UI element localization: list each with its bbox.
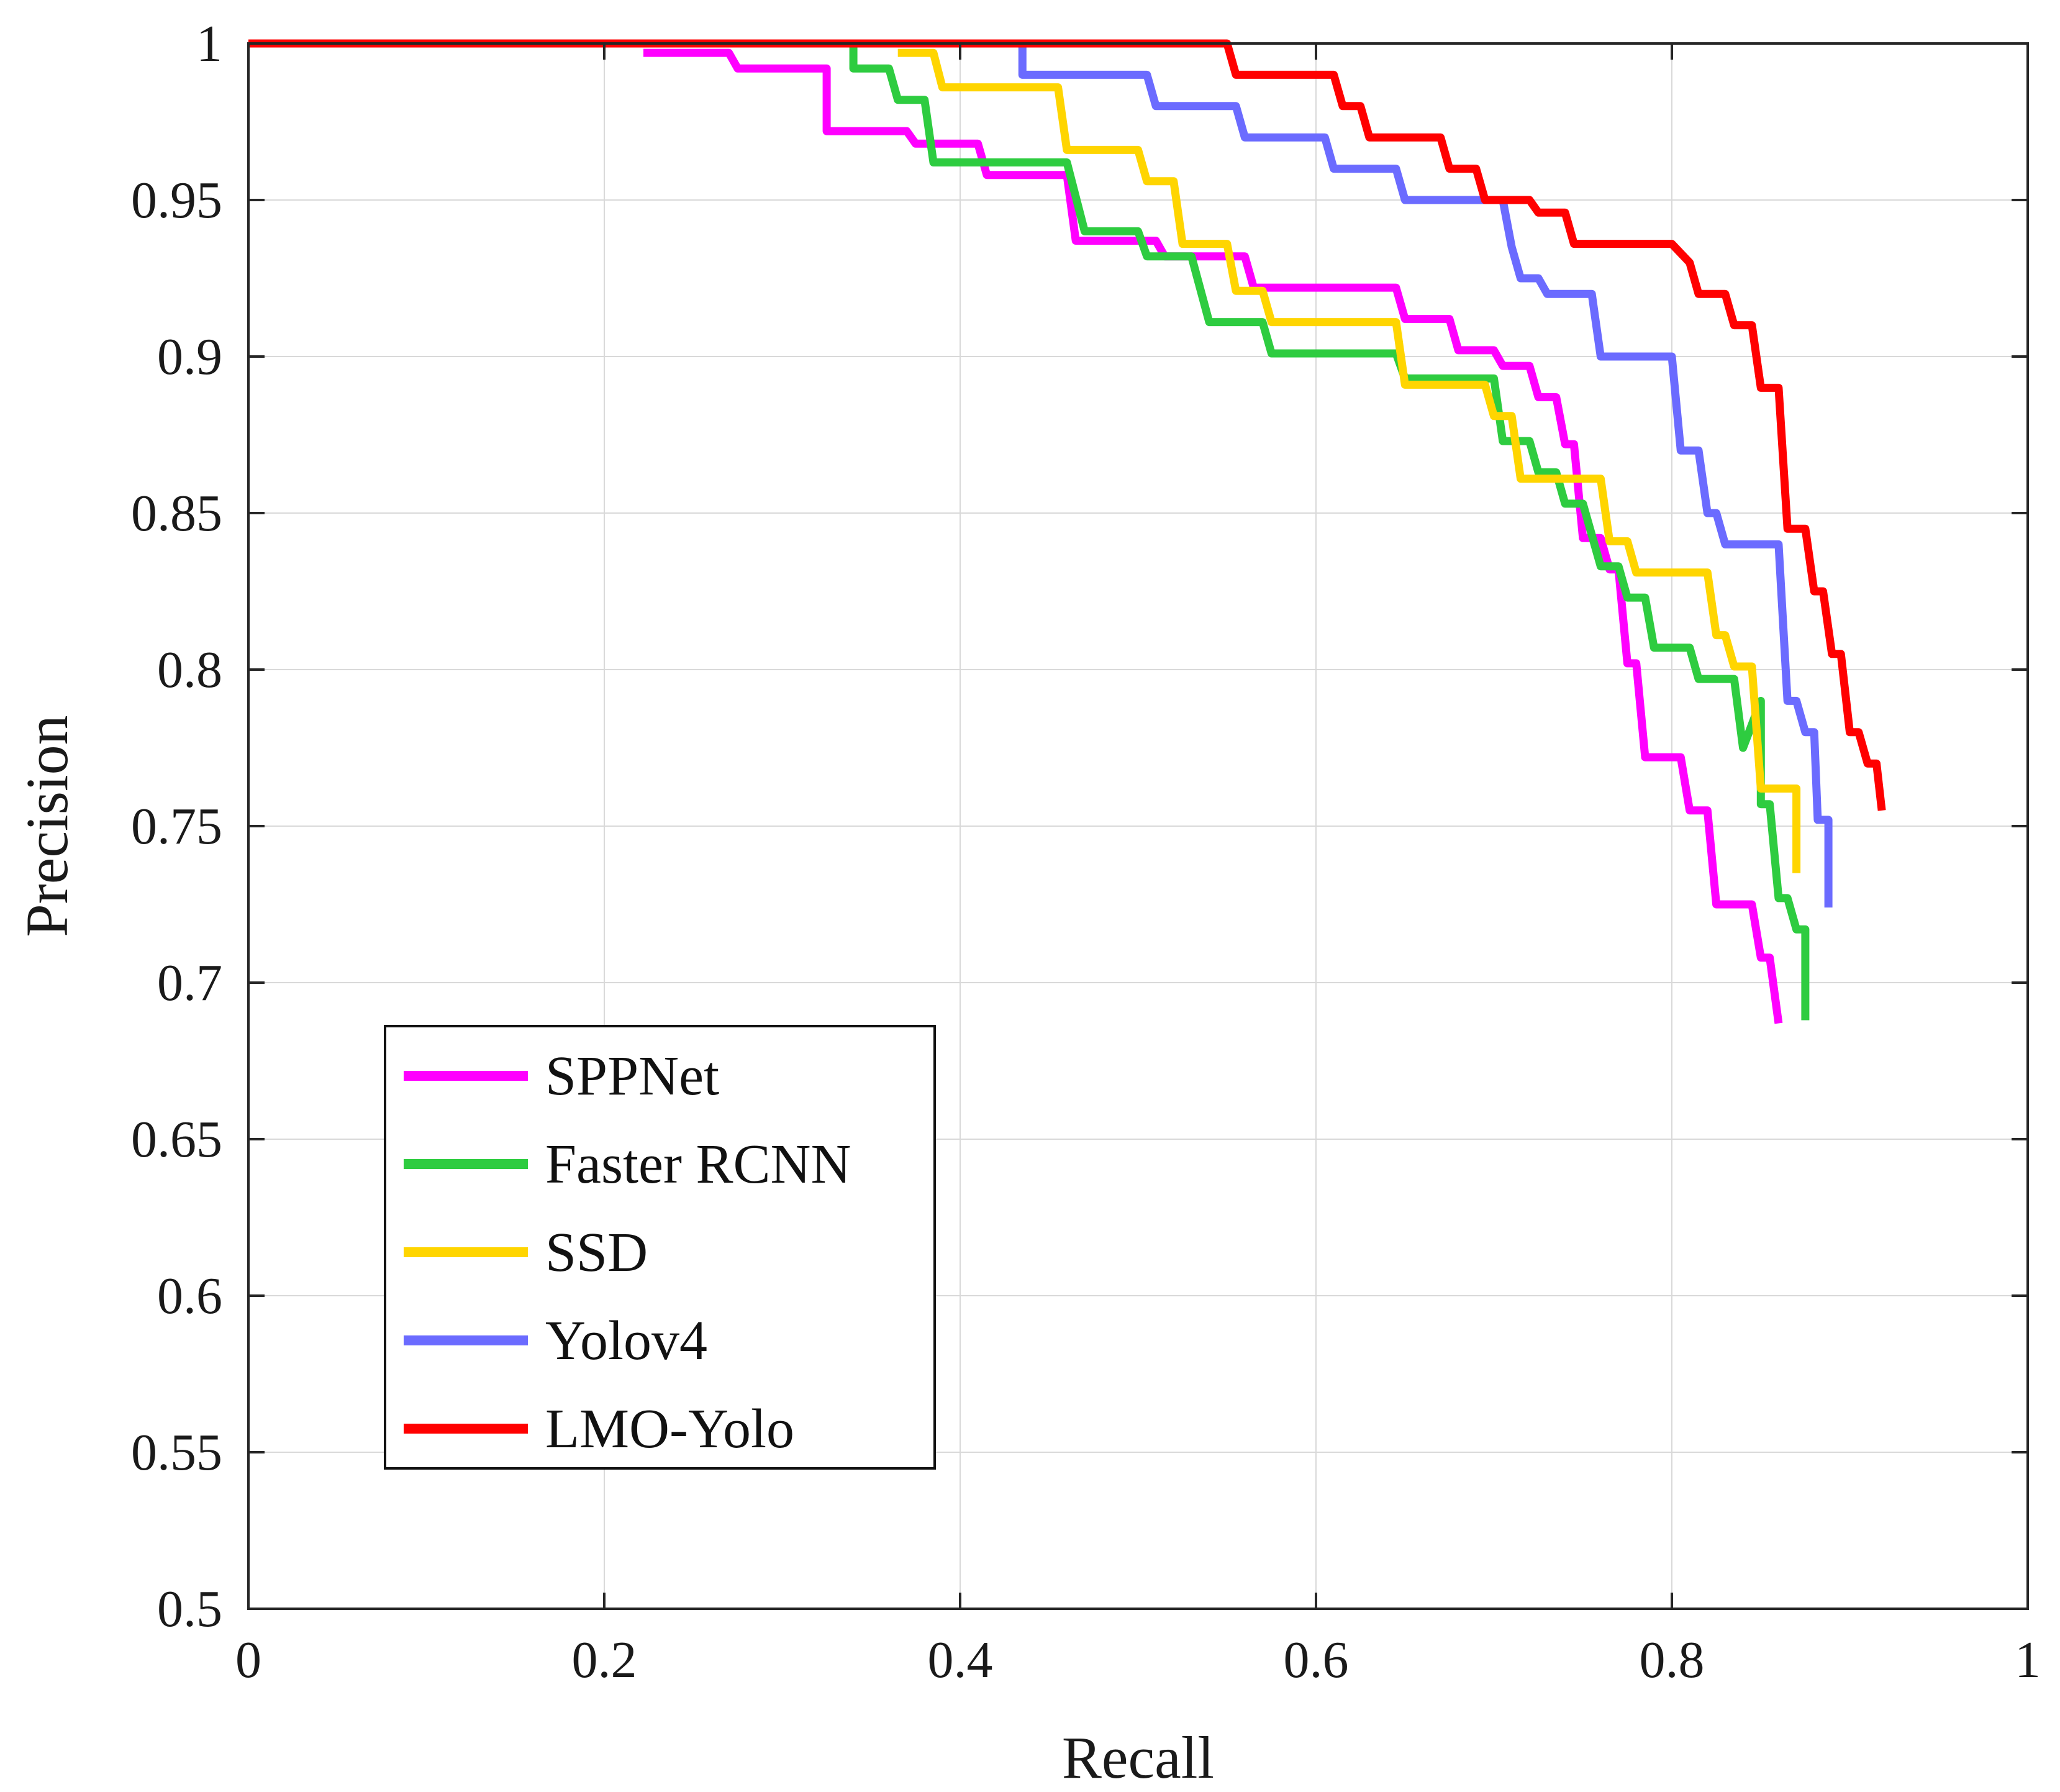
x-axis-label: Recall <box>1062 1724 1214 1791</box>
legend-label-yolov4: Yolov4 <box>545 1310 707 1371</box>
series-line-sppnet <box>643 48 1783 1024</box>
y-tick-label: 0.5 <box>157 1580 222 1638</box>
y-tick-label: 0.55 <box>131 1424 222 1481</box>
y-tick-label: 0.95 <box>131 171 222 229</box>
x-tick-label: 0.2 <box>572 1631 637 1689</box>
legend-label-ssd: SSD <box>545 1222 648 1283</box>
axis-ticks <box>247 42 2029 1610</box>
legend-label-sppnet: SPPNet <box>545 1045 719 1107</box>
series-line-ssd <box>897 48 1801 873</box>
series-line-lmo-yolo <box>248 39 1886 811</box>
y-axis-label: Precision <box>14 715 80 937</box>
series-group <box>248 39 1886 1024</box>
x-tick-label: 0.8 <box>1640 1631 1705 1689</box>
x-tick-label: 0.6 <box>1284 1631 1349 1689</box>
x-tick-label: 1 <box>2015 1631 2041 1689</box>
y-tick-label: 1 <box>196 15 222 73</box>
legend-label-lmo-yolo: LMO-Yolo <box>545 1398 794 1460</box>
series-line-yolov4 <box>1018 43 1833 907</box>
legend: SPPNet Faster RCNN SSD Yolov4 LMO-Yolo <box>384 1025 936 1470</box>
tick-labels: 0 0.2 0.4 0.6 0.8 1 0.5 0.55 0.6 0.65 0.7 0.75 0.8 0.… <box>131 15 2041 1689</box>
y-tick-label: 0.6 <box>157 1267 222 1325</box>
y-tick-label: 0.75 <box>131 798 222 855</box>
y-tick-label: 0.85 <box>131 484 222 542</box>
y-tick-label: 0.9 <box>157 328 222 386</box>
y-tick-label: 0.7 <box>157 954 222 1012</box>
x-tick-label: 0 <box>235 1631 261 1689</box>
x-tick-label: 0.4 <box>928 1631 993 1689</box>
y-tick-label: 0.65 <box>131 1111 222 1168</box>
legend-label-faster-rcnn: Faster RCNN <box>545 1134 851 1195</box>
y-tick-label: 0.8 <box>157 641 222 699</box>
